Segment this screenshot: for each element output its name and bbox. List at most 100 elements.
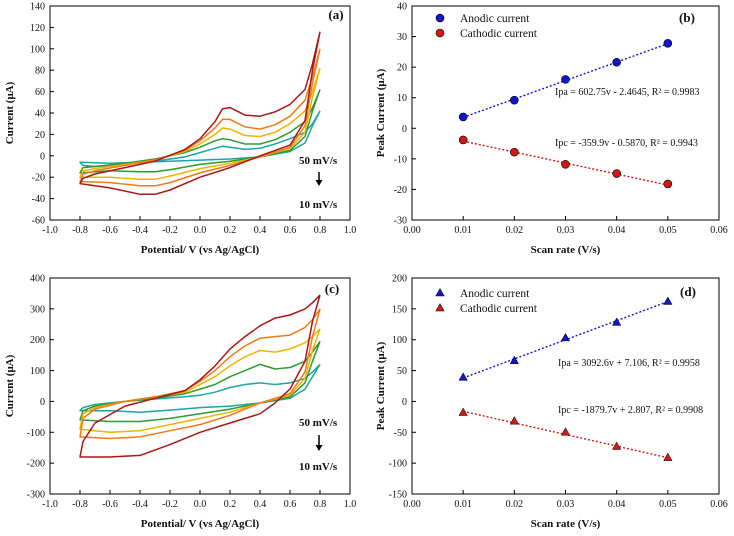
y-tick-label-a: -60 — [32, 216, 45, 227]
x-tick-label-b: 0.03 — [557, 225, 575, 236]
y-tick-label-c: 400 — [30, 274, 45, 285]
y-tick-label-b: 30 — [397, 32, 407, 43]
y-tick-label-b: -20 — [394, 185, 407, 196]
data-point-d-1 — [612, 441, 622, 450]
cv-curve-a-1 — [79, 89, 321, 174]
x-tick-label-d: 0.03 — [557, 499, 575, 510]
legend-d: Anodic current Cathodic current — [435, 287, 538, 315]
cv-curve-a-4 — [79, 31, 321, 196]
x-tick-label-a: 0.8 — [314, 225, 327, 236]
data-point-d-1 — [560, 427, 571, 436]
y-tick-label-b: 40 — [397, 2, 407, 13]
data-point-b-0 — [510, 95, 519, 105]
x-tick-label-c: 0.8 — [314, 499, 327, 510]
x-tick-label-a: 1.0 — [344, 225, 357, 236]
x-axis-label-b: Scan rate (V/s) — [531, 244, 601, 256]
x-axis-label-c: Potential/ V (vs Ag/AgCl) — [141, 518, 260, 530]
scan-rate-arrowhead-a — [315, 180, 323, 186]
data-point-b-1 — [612, 169, 621, 178]
y-tick-label-d: 100 — [392, 335, 407, 346]
y-tick-label-a: 140 — [30, 2, 45, 13]
y-axis-label-a: Current (μA) — [4, 81, 16, 144]
y-tick-label-b: -30 — [394, 216, 407, 227]
legend-label-b-0: Anodic current — [460, 13, 530, 25]
x-tick-label-c: 0.0 — [194, 499, 207, 510]
y-tick-label-c: -200 — [27, 459, 45, 470]
x-tick-label-c: -1.0 — [42, 499, 58, 510]
x-tick-label-c: -0.2 — [162, 499, 178, 510]
panel-b: 0.00 0.01 0.02 0.03 0.04 0.05 0.06 -30 -20 -10 0 10… — [375, 2, 728, 257]
legend-marker-d-0 — [435, 287, 445, 297]
y-axis-label-d: Peak Current (μA) — [375, 341, 387, 430]
cv-curve-c-0 — [79, 363, 321, 413]
y-tick-label-d: -100 — [389, 459, 407, 470]
x-tick-label-b: 0.06 — [710, 225, 728, 236]
x-tick-label-a: -0.8 — [72, 225, 88, 236]
data-point-d-0 — [458, 372, 468, 381]
cv-curve-a-2 — [79, 67, 321, 181]
x-tick-label-d: 0.02 — [506, 499, 524, 510]
y-tick-label-a: -20 — [32, 173, 45, 184]
fit-equation-d-1: Ipc = -1879.7v + 2.807, R² = 0.9908 — [558, 405, 703, 416]
cv-curve-c-3 — [79, 308, 321, 440]
y-tick-label-c: -300 — [27, 490, 45, 501]
x-tick-label-c: 0.4 — [254, 499, 267, 510]
y-tick-label-d: 0 — [402, 397, 407, 408]
x-axis-label-d: Scan rate (V/s) — [531, 518, 601, 530]
y-tick-label-b: -10 — [394, 154, 407, 165]
x-tick-label-c: 1.0 — [344, 499, 357, 510]
y-tick-label-b: 0 — [402, 124, 407, 135]
x-tick-label-a: -0.4 — [132, 225, 148, 236]
y-tick-label-a: 20 — [35, 130, 45, 141]
data-point-b-1 — [561, 160, 570, 169]
fit-equation-b-1: Ipc = -359.9v - 0.5870, R² = 0.9943 — [555, 138, 698, 149]
x-tick-label-c: -0.8 — [72, 499, 88, 510]
x-tick-label-d: 0.04 — [608, 499, 626, 510]
x-tick-label-b: 0.05 — [659, 225, 677, 236]
data-point-b-0 — [561, 75, 570, 84]
data-point-d-0 — [612, 317, 622, 326]
y-tick-label-c: 0 — [40, 397, 45, 408]
data-point-d-1 — [458, 407, 468, 416]
plot-frame-b — [411, 5, 720, 221]
panel-c: -1.0 -0.8 -0.6 -0.4 -0.2 0.0 0.2 0.4 0.6 0.8 1.0 -3… — [4, 274, 356, 531]
data-point-b-1 — [510, 147, 519, 157]
y-tick-label-a: 60 — [35, 87, 45, 98]
y-tick-label-a: 120 — [30, 23, 45, 34]
y-tick-label-a: 0 — [40, 151, 45, 162]
x-tick-label-d: 0.00 — [403, 499, 421, 510]
x-tick-label-c: -0.6 — [102, 499, 118, 510]
y-tick-label-c: 100 — [30, 366, 45, 377]
x-tick-label-b: 0.00 — [403, 225, 421, 236]
panel-d: 0.00 0.01 0.02 0.03 0.04 0.05 0.06 -150 -100 -50 0… — [375, 274, 728, 531]
panel-a: -1.0 -0.8 -0.6 -0.4 -0.2 0.0 0.2 0.4 0.6 0.8 1.0 -6… — [4, 2, 356, 257]
legend-label-d-0: Anodic current — [460, 288, 530, 300]
legend-b: Anodic current Cathodic current — [435, 13, 538, 40]
panel-label-d: (d) — [680, 284, 696, 299]
y-tick-label-d: 50 — [397, 366, 407, 377]
y-tick-label-a: 80 — [35, 66, 45, 77]
y-tick-label-d: -150 — [389, 490, 407, 501]
panel-label-a: (a) — [328, 7, 343, 22]
cv-curve-c-4 — [79, 294, 321, 458]
legend-label-b-1: Cathodic current — [460, 28, 538, 40]
x-tick-label-c: -0.4 — [132, 499, 148, 510]
scan-rate-label-bottom-c: 10 mV/s — [299, 461, 338, 473]
plot-frame-d — [411, 277, 720, 495]
data-point-b-0 — [663, 38, 673, 48]
fit-equation-b-0: Ipa = 602.75v - 2.4645, R² = 0.9983 — [555, 87, 700, 98]
y-tick-label-b: 20 — [397, 63, 407, 74]
y-tick-label-a: -40 — [32, 194, 45, 205]
y-axis-label-c: Current (μA) — [4, 354, 16, 417]
x-tick-label-a: 0.4 — [254, 225, 267, 236]
panel-label-c: (c) — [325, 281, 339, 296]
scan-rate-label-top-a: 50 mV/s — [299, 155, 338, 167]
y-tick-label-c: -100 — [27, 428, 45, 439]
data-point-d-0 — [509, 355, 519, 364]
x-tick-label-b: 0.04 — [608, 225, 626, 236]
x-tick-label-a: -0.6 — [102, 225, 118, 236]
legend-marker-d-1 — [435, 302, 445, 312]
scan-rate-arrowhead-c — [315, 445, 323, 451]
x-tick-label-b: 0.02 — [506, 225, 524, 236]
x-tick-label-b: 0.01 — [454, 225, 472, 236]
